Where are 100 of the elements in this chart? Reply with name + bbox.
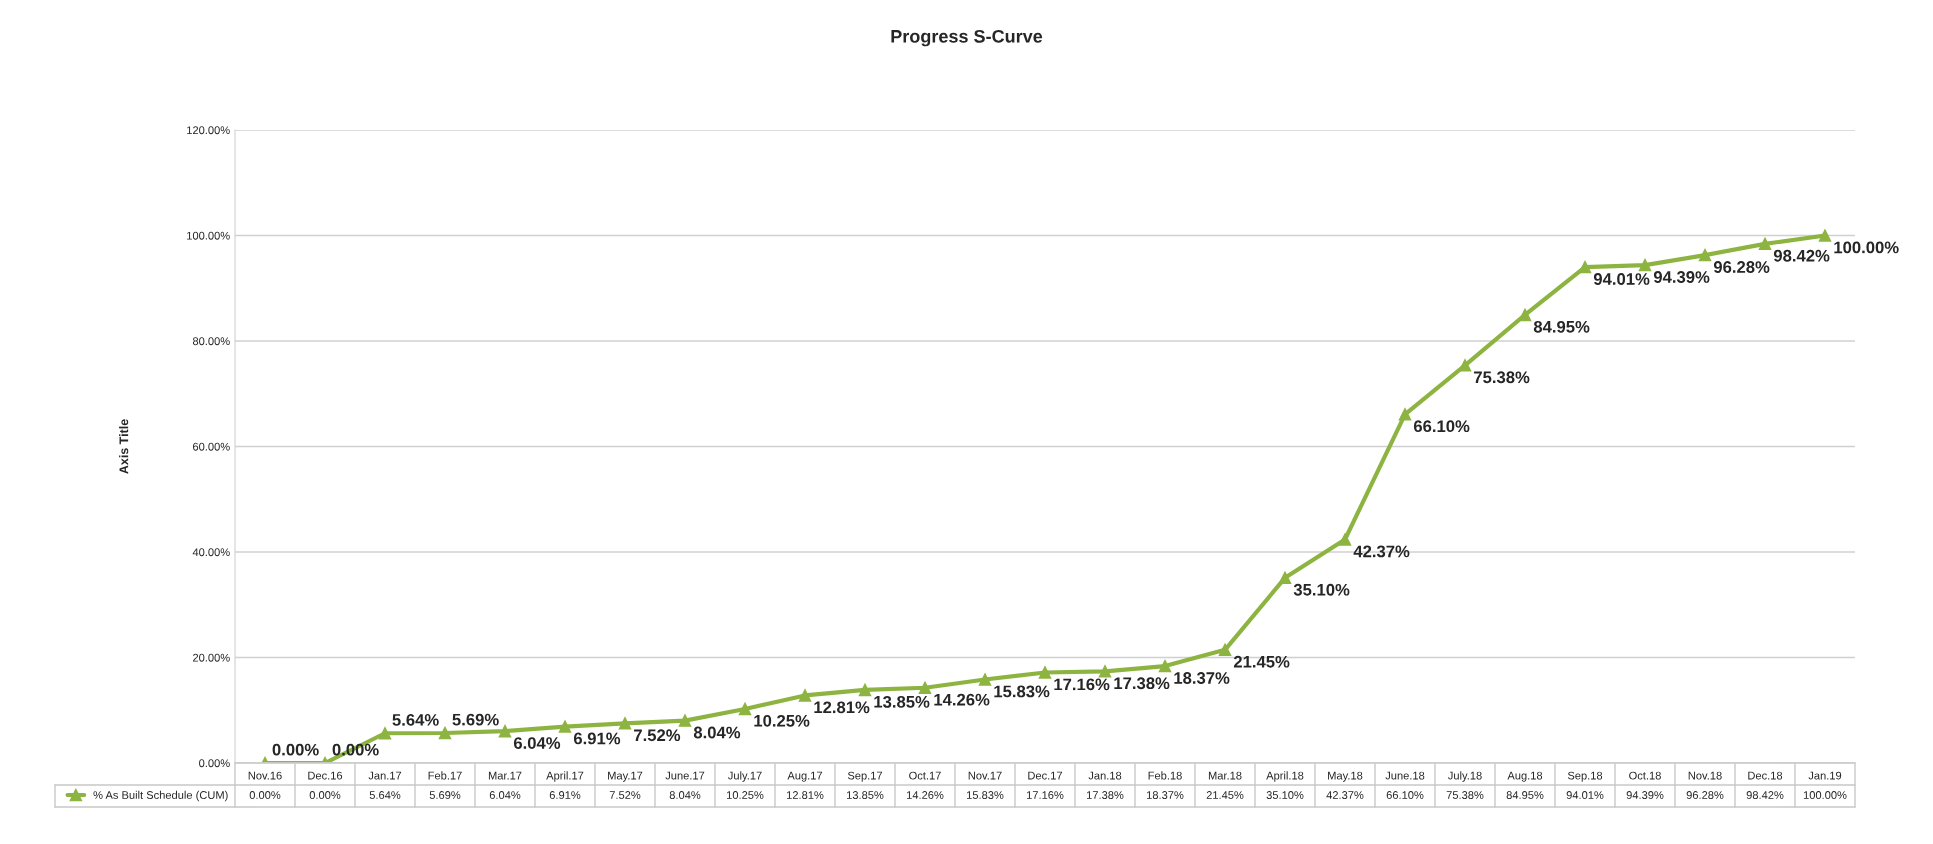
x-tick-label: April.17 [546, 771, 584, 782]
data-label: 18.37% [1147, 791, 1184, 799]
y-tick-label: 80.00% [192, 337, 230, 346]
x-tick-label: Dec.16 [308, 771, 343, 780]
x-tick-label: Feb.18 [1148, 771, 1182, 780]
text: 6.91% [573, 732, 621, 745]
data-label: 17.38% [1087, 791, 1124, 799]
data-label: 14.26% [907, 791, 944, 799]
point [438, 726, 452, 740]
x-tick-label: July.17 [727, 771, 762, 782]
x-tick-label: Nov.17 [968, 771, 1002, 780]
chart-title: Progress S-Curve [891, 29, 1043, 47]
point [1278, 571, 1292, 585]
data-label: 0.00% [309, 791, 341, 799]
y-axis-title: Axis Title [119, 419, 129, 474]
text: 42.37% [1353, 545, 1410, 558]
x-tick-label: Dec.17 [1028, 771, 1063, 780]
text: 98.42% [1773, 249, 1830, 262]
point [1638, 258, 1652, 272]
text: 66.10% [1413, 420, 1470, 433]
x-tick-label: Jan.17 [368, 771, 402, 780]
text: 5.64% [392, 713, 439, 726]
point [378, 726, 392, 740]
text: 18.37% [1174, 672, 1230, 684]
x-tick-label: June.17 [665, 771, 705, 780]
point [1758, 237, 1772, 251]
data-label: 35.10% [1266, 791, 1304, 799]
x-tick-label: Oct.18 [1629, 771, 1661, 780]
data-label: 5.69% [429, 791, 461, 799]
point [918, 681, 932, 695]
text: 14.26% [934, 693, 990, 706]
x-tick-label: Nov.18 [1688, 771, 1722, 780]
x-tick-label: Jan.19 [1808, 771, 1842, 780]
x-tick-label: Jan.18 [1088, 771, 1122, 780]
point [1578, 260, 1592, 274]
data-label: 96.28% [1686, 791, 1724, 799]
data-label: 17.16% [1027, 791, 1064, 799]
data-label: 94.39% [1626, 791, 1664, 799]
text: 75.38% [1474, 371, 1530, 384]
x-tick-label: May.18 [1328, 771, 1363, 782]
data-label: 5.64% [369, 791, 401, 799]
point [498, 724, 512, 738]
data-label: 15.83% [967, 791, 1004, 799]
y-tick-label: 40.00% [192, 548, 230, 557]
x-tick-label: Aug.18 [1507, 771, 1543, 782]
y-tick-label: 120.00% [187, 126, 230, 135]
point [1518, 308, 1532, 322]
data-label: 0.00% [249, 791, 281, 799]
data-label: 42.37% [1326, 791, 1364, 799]
data-label: 7.52% [609, 791, 641, 799]
legend-label: % As Built Schedule (CUM) [93, 790, 228, 802]
point [1038, 666, 1052, 679]
text: 96.28% [1713, 261, 1770, 273]
text: 10.25% [754, 714, 810, 727]
x-tick-label: April.18 [1266, 771, 1304, 782]
x-tick-label: Oct.17 [909, 771, 941, 780]
point [1458, 359, 1472, 372]
text: 6.04% [513, 737, 561, 749]
point [1218, 643, 1232, 657]
data-label: 21.45% [1206, 791, 1244, 799]
y-tick-label: 0.00% [199, 759, 230, 768]
text: 8.04% [693, 726, 741, 739]
data-label: 75.38% [1446, 791, 1484, 799]
text: 5.69% [452, 713, 499, 726]
y-tick-label: 100.00% [187, 231, 230, 240]
text: 94.01% [1593, 273, 1650, 285]
data-label: 94.01% [1566, 791, 1604, 799]
point [1818, 229, 1832, 242]
data-label: 98.42% [1746, 791, 1784, 799]
point [858, 683, 872, 697]
point [1698, 248, 1712, 262]
data-label: 6.91% [549, 791, 581, 799]
point [678, 714, 692, 727]
point [618, 717, 632, 730]
y-tick-label: 60.00% [193, 442, 230, 451]
point [798, 689, 812, 702]
point [1338, 533, 1352, 546]
point [1398, 408, 1412, 421]
x-tick-label: Mar.17 [488, 771, 522, 780]
text: 15.83% [994, 685, 1050, 698]
point [978, 673, 992, 686]
x-tick-label: June.18 [1385, 771, 1425, 780]
text: 12.81% [814, 701, 870, 714]
text: 13.85% [874, 695, 930, 708]
x-tick-label: Mar.18 [1208, 771, 1242, 780]
x-tick-label: Dec.18 [1748, 771, 1783, 780]
text: 21.45% [1233, 655, 1290, 668]
point [738, 702, 752, 716]
text: 84.95% [1533, 320, 1590, 333]
x-tick-label: Sep.17 [847, 771, 883, 782]
data-label: 10.25% [727, 791, 764, 799]
x-tick-label: Sep.18 [1567, 771, 1603, 782]
data-label: 6.04% [489, 791, 521, 799]
text: 7.52% [634, 729, 681, 742]
x-tick-label: Aug.17 [787, 771, 823, 782]
x-tick-label: Feb.17 [428, 771, 462, 780]
data-label: 13.85% [847, 791, 884, 799]
data-label: 84.95% [1506, 791, 1544, 799]
data-label: 100.00% [1803, 791, 1847, 799]
text: 0.00% [272, 743, 319, 756]
